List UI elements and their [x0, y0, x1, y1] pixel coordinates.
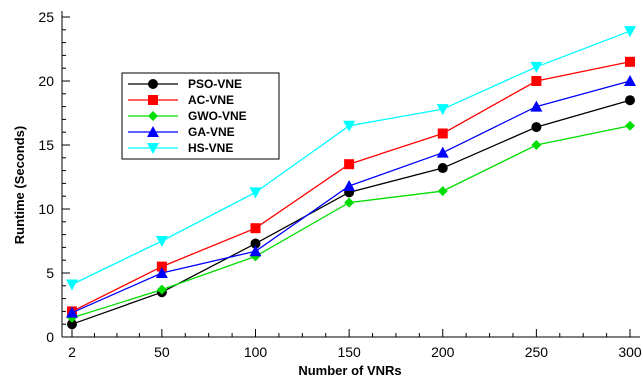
x-tick-label: 50 — [154, 344, 170, 360]
data-point — [625, 56, 635, 67]
data-point — [437, 186, 448, 197]
x-tick-label: 300 — [618, 344, 642, 360]
legend-marker — [148, 95, 158, 105]
y-tick-label: 5 — [46, 265, 54, 281]
data-point — [249, 187, 262, 199]
legend-marker — [148, 79, 158, 89]
data-point — [66, 279, 78, 291]
x-axis-title: Number of VNRs — [298, 363, 401, 378]
x-tick-label: 200 — [431, 344, 455, 360]
data-point — [343, 179, 356, 191]
data-point — [531, 140, 542, 150]
legend-marker — [148, 111, 158, 121]
data-point — [344, 159, 355, 170]
data-point — [530, 61, 543, 73]
data-point — [531, 76, 542, 86]
data-point — [250, 238, 261, 249]
data-point — [344, 197, 355, 208]
data-point — [156, 261, 167, 272]
y-tick-label: 15 — [38, 137, 54, 153]
x-tick-label: 150 — [337, 344, 361, 360]
data-point — [624, 26, 636, 38]
y-tick-label: 20 — [38, 73, 54, 89]
data-point — [624, 75, 636, 86]
legend-label: AC-VNE — [188, 93, 234, 107]
legend-marker — [147, 143, 159, 154]
data-point — [625, 120, 635, 131]
data-point — [156, 284, 167, 295]
data-point — [436, 146, 449, 158]
legend-marker — [147, 126, 159, 137]
legend-label: GA-VNE — [188, 125, 235, 139]
data-point — [530, 100, 543, 112]
data-point — [437, 128, 448, 139]
x-tick-label: 100 — [244, 344, 268, 360]
data-point — [66, 306, 78, 318]
series-layer — [66, 26, 636, 330]
legend-label: GWO-VNE — [188, 109, 247, 123]
data-point — [67, 319, 77, 330]
data-point — [625, 95, 635, 106]
legend: PSO-VNE AC-VNE GWO-VNE GA-VNE HS-VNE — [121, 72, 280, 160]
y-axis-title: Runtime (Seconds) — [12, 126, 27, 244]
data-point — [531, 122, 542, 133]
data-point — [155, 236, 168, 247]
legend-label: HS-VNE — [188, 141, 233, 155]
legend-label: PSO-VNE — [188, 77, 242, 91]
series-hs-vne — [66, 26, 636, 291]
y-tick-label: 10 — [38, 201, 54, 217]
data-point — [155, 267, 168, 278]
data-point — [250, 223, 261, 234]
x-tick-label: 2 — [68, 344, 76, 360]
series-ga-vne — [66, 75, 636, 318]
data-point — [437, 163, 448, 174]
y-tick-label: 25 — [38, 9, 54, 25]
data-point — [343, 120, 356, 132]
y-tick-label: 0 — [46, 329, 54, 345]
x-tick-label: 250 — [525, 344, 549, 360]
data-point — [436, 104, 449, 116]
data-point — [249, 245, 262, 257]
